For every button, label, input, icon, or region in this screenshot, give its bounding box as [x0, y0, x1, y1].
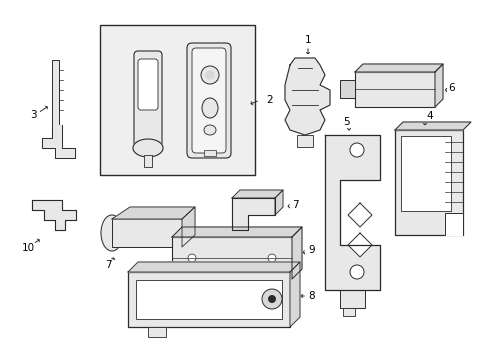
- Bar: [112, 219, 182, 247]
- Text: 9: 9: [307, 245, 314, 255]
- Circle shape: [349, 265, 363, 279]
- Polygon shape: [231, 190, 283, 198]
- Ellipse shape: [133, 139, 163, 157]
- Polygon shape: [291, 227, 302, 279]
- Text: 7: 7: [104, 260, 111, 270]
- Polygon shape: [172, 227, 302, 237]
- FancyBboxPatch shape: [186, 43, 230, 158]
- Bar: [148, 327, 165, 337]
- FancyBboxPatch shape: [138, 59, 158, 110]
- Polygon shape: [434, 64, 442, 107]
- Polygon shape: [32, 200, 76, 230]
- Polygon shape: [325, 135, 379, 290]
- Polygon shape: [354, 64, 442, 72]
- Polygon shape: [347, 233, 371, 257]
- Circle shape: [267, 295, 275, 303]
- Text: 7: 7: [291, 200, 298, 210]
- Text: 3: 3: [30, 110, 36, 120]
- Text: 6: 6: [448, 83, 454, 93]
- Bar: [203, 150, 216, 156]
- Bar: [128, 272, 289, 327]
- Polygon shape: [289, 262, 299, 327]
- Polygon shape: [42, 125, 75, 158]
- Bar: [143, 155, 152, 167]
- Circle shape: [349, 143, 363, 157]
- Circle shape: [262, 289, 282, 309]
- Bar: [394, 130, 462, 235]
- Bar: [296, 135, 312, 147]
- Bar: [136, 280, 282, 319]
- Text: 8: 8: [307, 291, 314, 301]
- Text: 10: 10: [21, 243, 35, 253]
- Polygon shape: [285, 58, 329, 135]
- Polygon shape: [274, 190, 283, 215]
- Bar: [342, 308, 354, 316]
- Polygon shape: [182, 207, 195, 247]
- Text: 2: 2: [266, 95, 273, 105]
- Bar: [52, 60, 59, 125]
- FancyBboxPatch shape: [134, 51, 162, 149]
- Ellipse shape: [202, 98, 218, 118]
- Bar: [339, 80, 354, 98]
- Ellipse shape: [101, 215, 123, 251]
- FancyBboxPatch shape: [192, 48, 225, 153]
- Text: 1: 1: [304, 35, 311, 45]
- Ellipse shape: [203, 125, 216, 135]
- Circle shape: [187, 254, 196, 262]
- Polygon shape: [112, 207, 195, 219]
- Circle shape: [267, 254, 275, 262]
- Bar: [354, 72, 434, 107]
- Bar: [339, 290, 364, 308]
- Circle shape: [201, 66, 219, 84]
- Bar: [100, 25, 254, 175]
- Text: 5: 5: [342, 117, 348, 127]
- Text: 4: 4: [426, 111, 432, 121]
- Polygon shape: [444, 213, 462, 235]
- Polygon shape: [394, 122, 470, 130]
- Bar: [400, 136, 450, 211]
- Polygon shape: [128, 262, 299, 272]
- Polygon shape: [231, 198, 274, 230]
- Circle shape: [205, 71, 214, 80]
- Polygon shape: [347, 203, 371, 227]
- Bar: [172, 237, 291, 279]
